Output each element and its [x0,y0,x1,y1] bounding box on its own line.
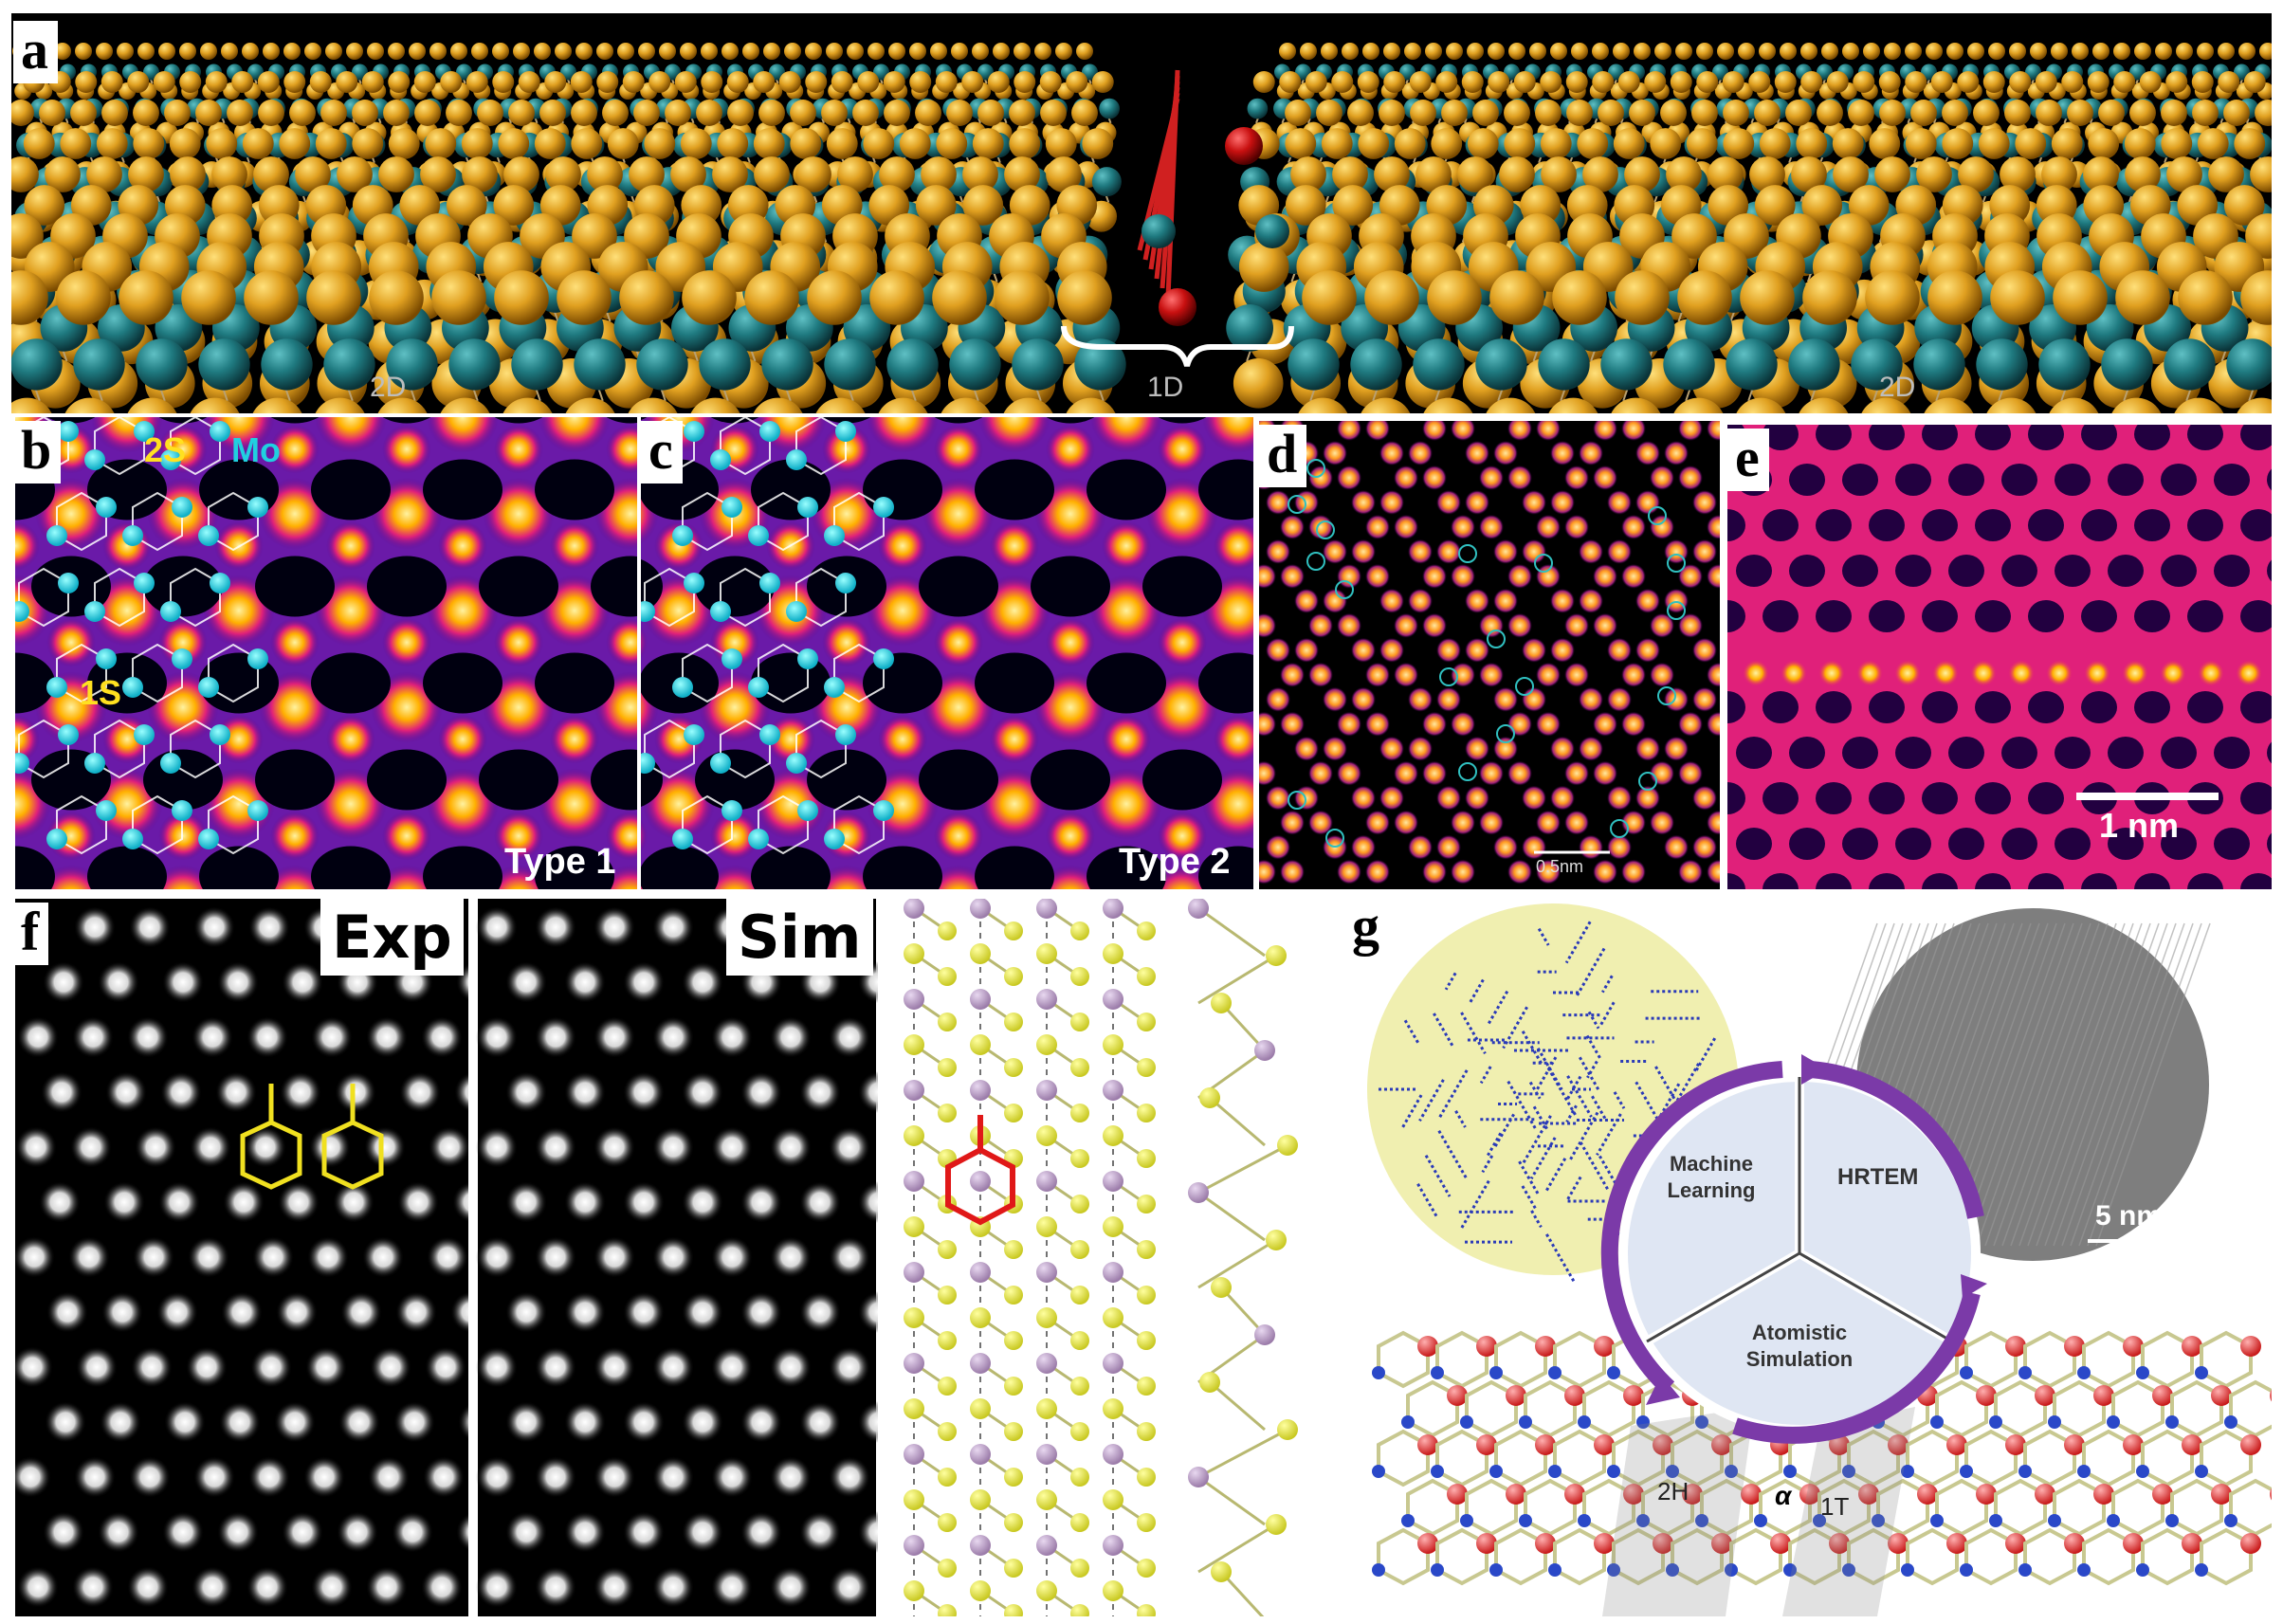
panel-f-exp-sim: Exp Sim [15,899,878,1616]
arrowhead-3 [1646,1375,1680,1405]
cycle-arrow-2 [1732,1290,1981,1444]
panel-label-d: d [1259,425,1307,487]
panel-label-b: b [13,421,62,484]
panel-label-g: g [1344,897,1389,959]
panel-a-svg [11,43,2272,413]
panel-b-stem-type1: 2S Mo 1S Type 1 [15,417,637,889]
exp-label: Exp [320,899,464,976]
g-scale-bar-label: 5 nm [2095,1200,2163,1232]
panel-e-svg [1727,425,2272,889]
arrowhead-2 [1961,1274,1987,1299]
label-1s: 1S [80,673,122,712]
panel-label-f: f [13,903,49,965]
label-1d: 1D [1147,372,1184,403]
sim-label: Sim [726,899,873,976]
phase-1t-label: 1T [1820,1492,1850,1521]
panel-f-structure-model [886,899,1341,1616]
label-2d-left: 2D [370,372,407,403]
panel-b-svg [15,417,637,889]
panel-d-stem-lattice: 0.5nm [1259,421,1720,889]
panel-c-svg [641,417,1253,889]
panel-label-e: e [1727,429,1769,491]
type-1-label: Type 1 [504,842,616,882]
panel-f-structure-svg [904,899,1298,1616]
cycle-arrow-3 [1600,1061,1783,1395]
1d-brace [1061,325,1294,367]
panel-g-svg [1367,903,2272,1616]
panel-d-svg [1259,421,1720,885]
cycle-label-atomistic: Atomistic Simulation [1745,1321,1854,1371]
e-scale-bar-label: 1 nm [2099,806,2180,845]
arrowhead-1 [1801,1054,1828,1085]
label-mo: Mo [231,430,281,469]
panel-g-workflow: Machine Learning HRTEM Atomistic Simulat… [1346,895,2272,1616]
d-scale-bar-label: 0.5nm [1536,857,1584,876]
cycle-label-ml: Machine Learning [1667,1152,1756,1202]
panel-f-svg [15,899,878,1616]
panel-e-stem-line-defect: 1 nm [1727,425,2272,889]
label-2s: 2S [144,430,187,469]
phase-alpha-label: α [1775,1481,1792,1510]
cycle-label-hrtem: HRTEM [1837,1164,1919,1190]
label-2d-right: 2D [1879,372,1916,403]
panel-a-3d-lattice: 2D 1D 2D [11,13,2272,413]
panel-c-stem-type2: Type 2 [641,417,1253,889]
cycle-arrow-1 [1810,1061,1984,1219]
panel-label-a: a [13,21,58,83]
panel-label-c: c [641,421,683,484]
phase-2h-label: 2H [1657,1477,1689,1505]
type-2-label: Type 2 [1119,842,1231,882]
